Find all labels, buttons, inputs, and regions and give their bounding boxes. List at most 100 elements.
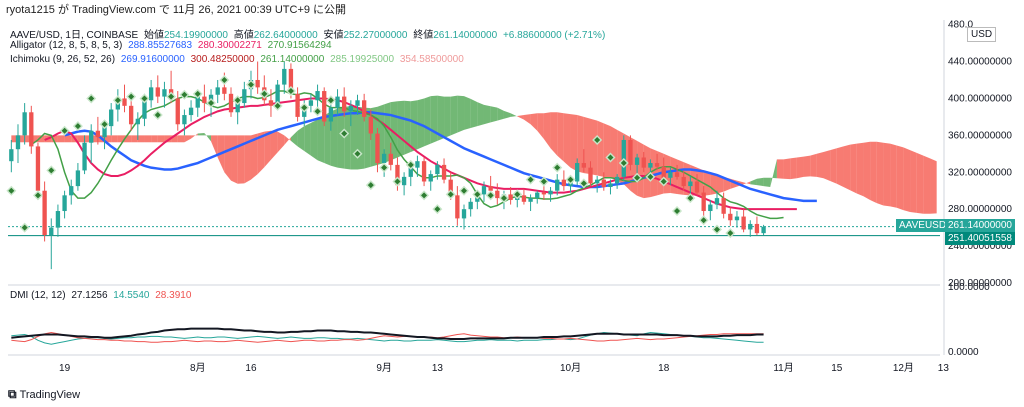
candle-body xyxy=(62,195,67,212)
ichimoku-cloud-bull xyxy=(503,110,511,119)
dmi-legend[interactable]: DMI (12, 12) 27.1256 14.5540 28.3910 xyxy=(10,290,194,301)
candle-body xyxy=(741,216,746,230)
lagging-span-marker xyxy=(168,93,175,100)
ichimoku-cloud-bull xyxy=(477,102,484,127)
ichimoku-cloud-bull xyxy=(450,95,458,136)
ichimoku-cloud-bull xyxy=(297,126,305,152)
candle-body xyxy=(175,98,180,125)
ichimoku-lead2-value: 354.58500000 xyxy=(399,54,464,65)
lagging-span-marker xyxy=(407,161,414,168)
ichimoku-cloud-bear xyxy=(244,135,251,184)
lagging-span-marker xyxy=(234,97,241,104)
lagging-span-marker xyxy=(341,130,348,137)
lagging-span-marker xyxy=(580,180,587,187)
lagging-span-marker xyxy=(687,195,694,202)
lagging-span-marker xyxy=(620,160,627,167)
candle-body xyxy=(688,181,693,187)
candle-body xyxy=(75,170,81,187)
high-value: 262.64000000 xyxy=(253,30,318,41)
secondary-price-tag: 251.40051558 xyxy=(945,232,1015,245)
candle-body xyxy=(535,192,540,199)
ichimoku-cloud-bear xyxy=(144,135,152,143)
candle-body xyxy=(468,201,473,210)
candle-body xyxy=(734,216,740,221)
candle-body xyxy=(35,146,41,191)
candle-body xyxy=(202,96,207,104)
currency-button[interactable]: USD xyxy=(967,27,997,42)
lagging-span-marker xyxy=(474,191,481,198)
candle-body xyxy=(521,195,527,202)
ichimoku-cloud-bear xyxy=(850,143,857,194)
ichimoku-cloud-bear xyxy=(57,135,65,143)
ichimoku-cloud-bull xyxy=(324,111,331,166)
ichimoku-cloud-bear xyxy=(590,118,598,176)
ichimoku-cloud-bull xyxy=(317,115,325,164)
ichimoku-cloud-bear xyxy=(37,135,45,143)
alligator-jaw-line xyxy=(64,111,817,203)
candle-body xyxy=(368,116,373,134)
open-label: 始値 xyxy=(143,30,164,41)
lagging-span-marker xyxy=(314,108,321,115)
lagging-span-marker xyxy=(114,97,121,104)
candle-body xyxy=(601,179,606,188)
ichimoku-cloud-bear xyxy=(836,146,844,188)
lagging-span-marker xyxy=(327,97,334,104)
candle-body xyxy=(361,100,367,117)
candle-body xyxy=(528,198,533,202)
lagging-span-marker xyxy=(88,95,95,102)
lagging-span-marker xyxy=(101,121,108,128)
ichimoku-cloud-bull xyxy=(510,113,518,117)
lagging-span-marker xyxy=(8,187,15,194)
candle-body xyxy=(228,93,234,113)
candle-body xyxy=(195,96,200,108)
lagging-span-marker xyxy=(154,112,161,119)
tradingview-logo[interactable]: ⧉ TradingView xyxy=(8,387,80,402)
lagging-span-marker xyxy=(461,187,468,194)
ichimoku-cloud-bear xyxy=(151,135,158,143)
candle-body xyxy=(69,186,74,196)
ichimoku-cloud-bull xyxy=(304,122,311,156)
lagging-span-marker xyxy=(287,88,294,95)
lagging-span-marker xyxy=(74,123,81,130)
alligator-legend[interactable]: Alligator (12, 8, 5, 8, 5, 3) 288.855276… xyxy=(10,40,335,51)
ichimoku-cloud-bull xyxy=(330,108,338,168)
ichimoku-cloud-bull xyxy=(430,95,438,144)
current-price-tag: 261.14000000 xyxy=(945,219,1015,232)
candle-body xyxy=(395,164,400,186)
candle-body xyxy=(122,98,127,106)
time-tick-label: 18 xyxy=(658,363,670,374)
price-tick-label: 480.0 xyxy=(948,20,973,31)
lagging-span-marker xyxy=(674,208,681,215)
dmi-plus-value: 14.5540 xyxy=(113,290,150,301)
dmi-minus-line xyxy=(11,331,764,343)
ichimoku-lead1-value: 285.19925000 xyxy=(330,54,395,65)
candle-body xyxy=(495,190,500,199)
candle-body xyxy=(49,227,54,236)
ichimoku-cloud-bear xyxy=(703,170,711,196)
ichimoku-cloud-bear xyxy=(650,148,658,198)
ichimoku-legend[interactable]: Ichimoku (9, 26, 52, 26) 269.91600000 30… xyxy=(10,54,467,65)
ichimoku-cloud-bear xyxy=(191,133,198,139)
candle-body xyxy=(401,176,407,186)
ichimoku-cloud-bear xyxy=(816,151,824,179)
candle-body xyxy=(288,68,294,94)
candle-body xyxy=(268,100,274,106)
ichimoku-cloud-bear xyxy=(517,115,524,120)
ichimoku-cloud-bull xyxy=(337,106,345,169)
candle-body xyxy=(188,107,194,116)
lagging-span-marker xyxy=(727,230,734,237)
alligator-lips-line xyxy=(30,90,784,220)
time-tick-label: 12月 xyxy=(893,362,914,374)
ichimoku-label: Ichimoku (9, 26, 52, 26) xyxy=(10,54,116,65)
ichimoku-cloud-bull xyxy=(457,95,465,133)
ichimoku-cloud-bear xyxy=(237,135,245,184)
candle-body xyxy=(235,103,240,113)
ichimoku-cloud-bear xyxy=(111,135,118,143)
time-tick-label: 11月 xyxy=(773,362,793,374)
lagging-span-marker xyxy=(607,154,614,161)
price-tick-label: 440.00000000 xyxy=(948,57,1012,68)
ichimoku-cloud-bear xyxy=(603,123,611,178)
ichimoku-cloud-bull xyxy=(344,106,351,170)
ichimoku-cloud-bear xyxy=(803,155,811,177)
